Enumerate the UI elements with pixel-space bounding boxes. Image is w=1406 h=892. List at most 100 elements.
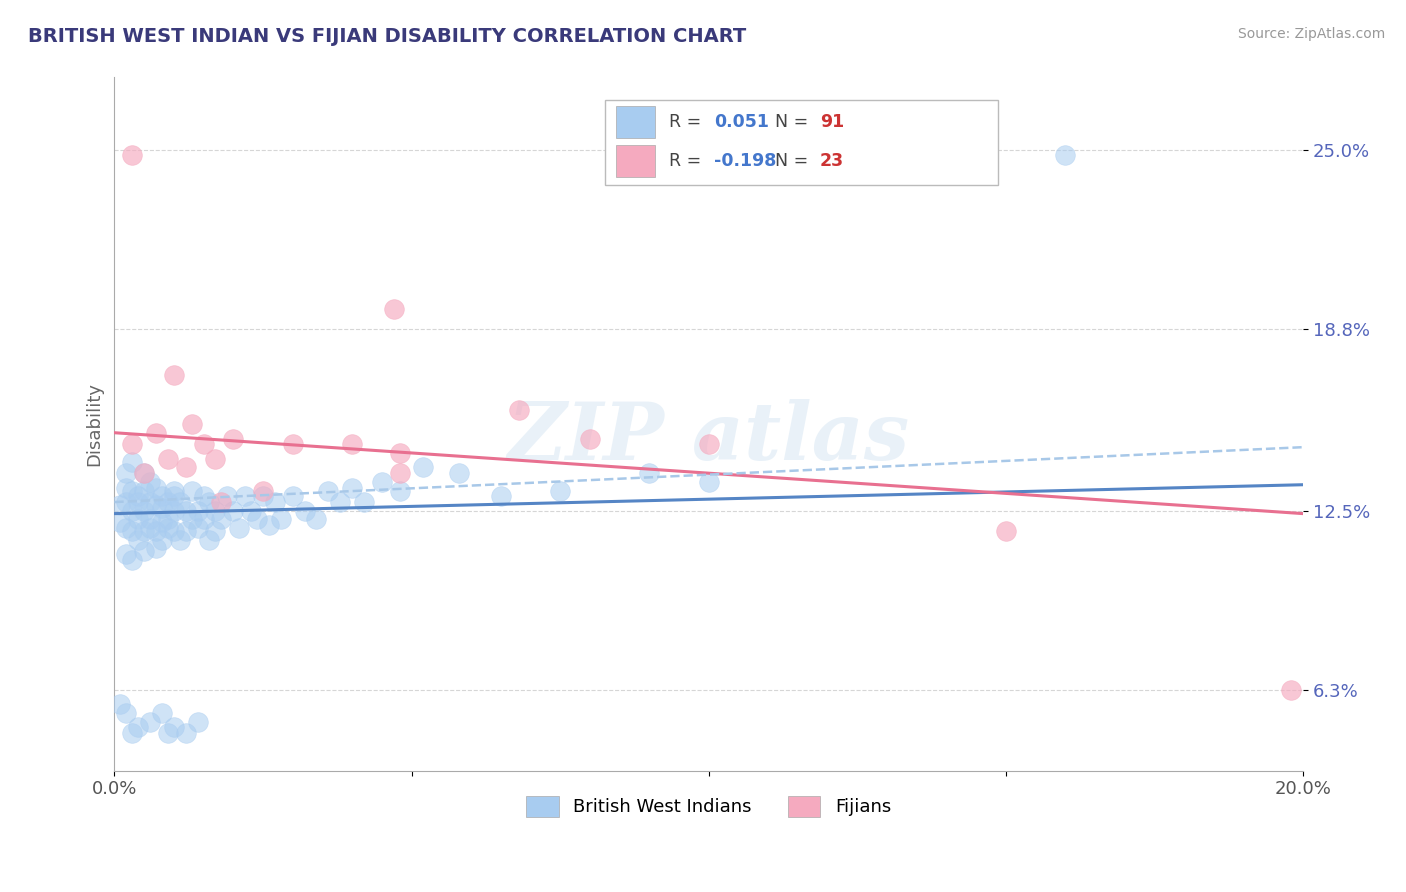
Point [139,714,162,729]
Point [115,547,138,561]
Point [174,460,197,475]
Point [163,368,186,382]
Point [145,541,167,556]
Point [134,544,156,558]
Point [127,533,149,547]
Point [263,495,285,509]
Point [127,495,149,509]
Point [134,466,156,480]
Point [169,495,191,509]
Point [145,425,167,440]
Point [281,489,304,503]
Point [150,706,173,720]
Point [204,451,226,466]
Point [174,524,197,538]
Text: 91: 91 [820,113,844,131]
Point [121,504,143,518]
Point [412,460,434,475]
Point [281,437,304,451]
Point [222,504,245,518]
Point [198,533,221,547]
Point [388,466,411,480]
Point [579,432,602,446]
Point [240,504,263,518]
Point [163,524,186,538]
Text: BRITISH WEST INDIAN VS FIJIAN DISABILITY CORRELATION CHART: BRITISH WEST INDIAN VS FIJIAN DISABILITY… [28,27,747,45]
Point [139,512,162,526]
Point [233,489,256,503]
Point [371,475,394,489]
Point [121,524,143,538]
Point [139,495,162,509]
Point [127,512,149,526]
Point [382,301,405,316]
Point [294,504,316,518]
Point [193,512,215,526]
Point [994,524,1017,538]
Point [134,524,156,538]
Point [340,437,363,451]
Point [134,483,156,498]
Point [110,498,132,512]
Point [115,481,138,495]
Point [1279,682,1302,697]
Point [163,489,186,503]
Point [145,524,167,538]
Point [145,481,167,495]
Point [329,495,352,509]
Point [174,726,197,740]
Point [150,500,173,515]
Text: N =: N = [775,152,814,169]
Point [180,483,202,498]
Point [508,402,530,417]
Point [697,437,720,451]
Y-axis label: Disability: Disability [86,382,103,466]
Point [145,498,167,512]
Text: Source: ZipAtlas.com: Source: ZipAtlas.com [1237,27,1385,41]
Point [134,466,156,480]
Point [257,518,280,533]
Point [217,489,239,503]
Point [121,726,143,740]
Point [121,553,143,567]
Point [139,521,162,535]
Point [209,512,232,526]
Point [388,483,411,498]
Point [156,495,179,509]
Point [163,504,186,518]
Point [169,533,191,547]
Point [156,512,179,526]
Point [187,504,209,518]
Point [150,489,173,503]
Point [121,437,143,451]
Point [198,495,221,509]
Point [548,483,571,498]
Point [489,489,512,503]
Text: 23: 23 [820,152,844,169]
Point [163,720,186,734]
Point [150,516,173,530]
Point [115,466,138,480]
Point [1054,148,1077,162]
Point [246,512,269,526]
Point [115,495,138,509]
Text: -0.198: -0.198 [714,152,776,169]
Point [110,698,132,712]
Point [180,512,202,526]
Point [139,475,162,489]
Point [174,504,197,518]
Text: R =: R = [669,152,707,169]
Legend: British West Indians, Fijians: British West Indians, Fijians [519,789,898,824]
Point [449,466,471,480]
Point [121,148,143,162]
Point [187,521,209,535]
Point [697,475,720,489]
Point [134,504,156,518]
Text: 0.051: 0.051 [714,113,769,131]
Point [150,533,173,547]
Point [115,521,138,535]
Point [156,726,179,740]
Point [204,504,226,518]
Point [388,446,411,460]
Point [110,516,132,530]
